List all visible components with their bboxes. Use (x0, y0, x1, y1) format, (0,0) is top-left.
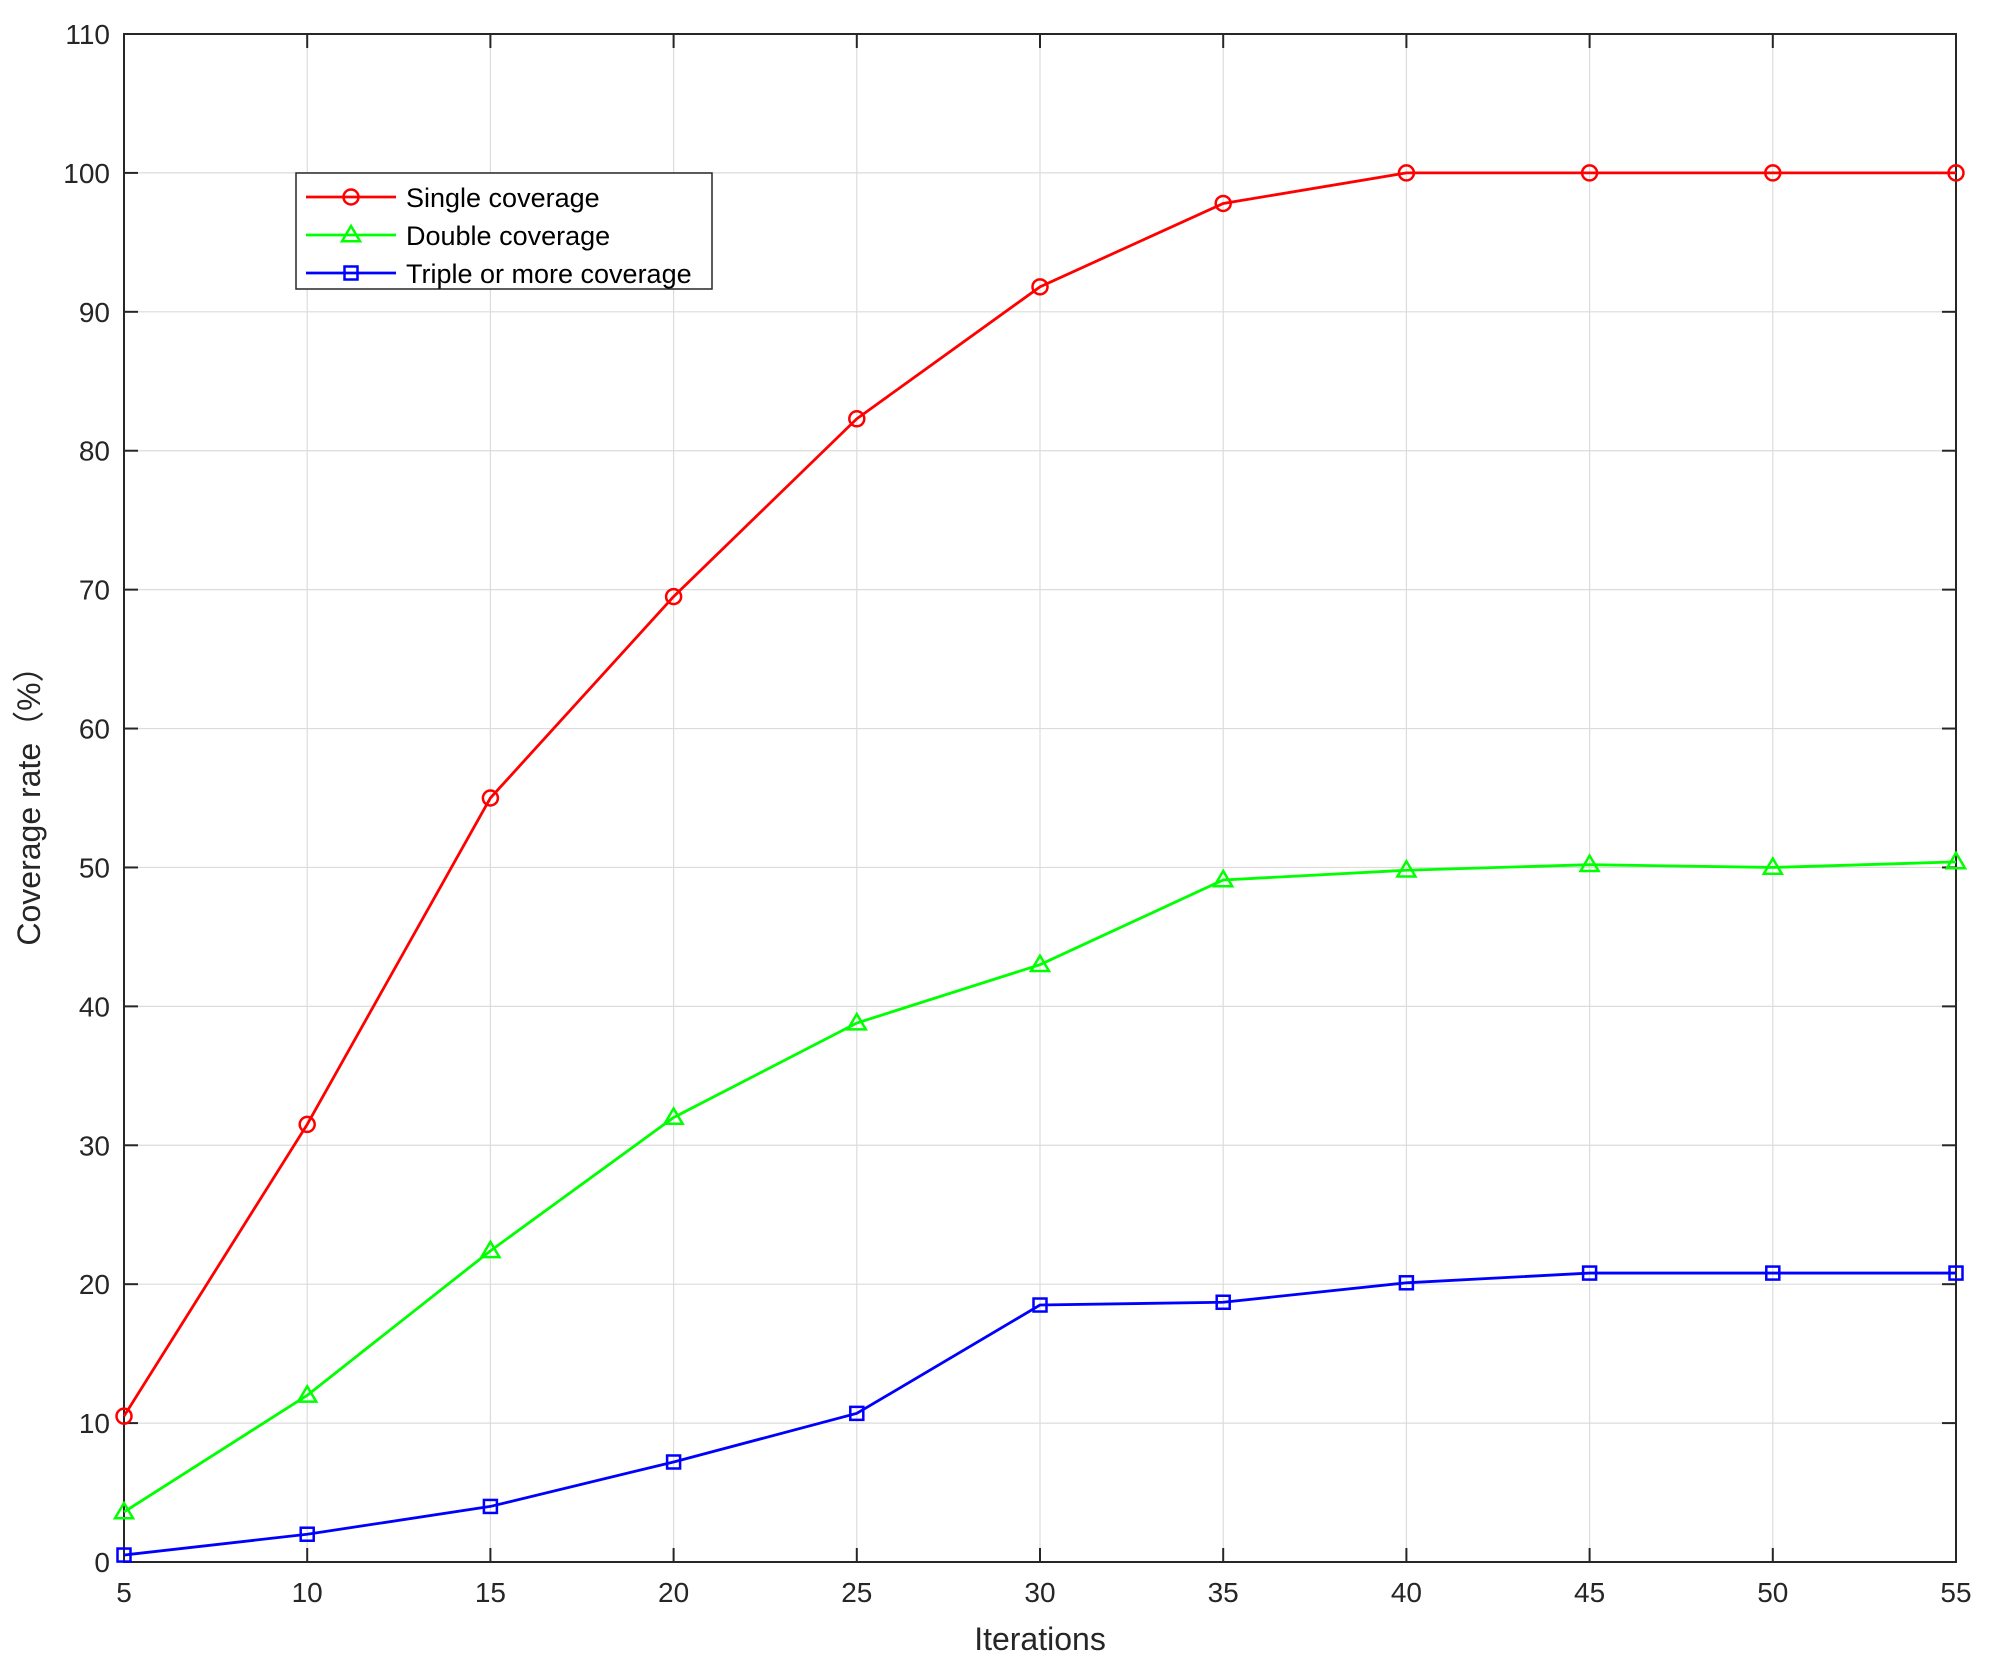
series-line (122, 171, 1956, 1417)
data-point (481, 789, 500, 807)
y-tick-label: 80 (79, 436, 110, 467)
data-point (479, 1239, 502, 1259)
x-axis-label: Iterations (974, 1621, 1106, 1657)
data-point (482, 1498, 499, 1515)
series-2 (116, 1265, 1964, 1563)
legend: Single coverage Double coverage Triple or … (295, 172, 713, 290)
y-tick-label: 20 (79, 1269, 110, 1300)
data-point (664, 587, 683, 606)
x-tick-label: 45 (1574, 1577, 1605, 1608)
legend-item: Single coverage (306, 183, 600, 213)
y-tick-label: 70 (79, 575, 110, 606)
data-point (1944, 850, 1968, 870)
data-point (1581, 1265, 1598, 1281)
y-tick-label: 90 (79, 297, 110, 328)
y-axis: 0 10 20 30 40 50 60 70 80 90 100 110 (63, 19, 1956, 1578)
data-point (849, 1405, 865, 1422)
data-point (299, 1526, 315, 1542)
data-point (845, 1011, 868, 1031)
legend-item: Triple or more coverage (306, 259, 692, 289)
legend-marker (343, 265, 359, 281)
data-point (116, 1547, 132, 1563)
y-axis-label: Coverage rate（%） (11, 650, 47, 945)
data-point (1580, 164, 1599, 182)
x-tick-label: 35 (1208, 1577, 1239, 1608)
data-point (1031, 278, 1049, 296)
data-point (1761, 855, 1784, 876)
data-point (112, 1500, 136, 1520)
data-point (1395, 858, 1418, 878)
x-tick-label: 30 (1024, 1577, 1055, 1608)
y-tick-label: 110 (65, 19, 110, 50)
y-tick-label: 60 (79, 714, 110, 745)
data-point (115, 1407, 133, 1425)
legend-label: Double coverage (406, 221, 610, 251)
data-point (1215, 1294, 1231, 1310)
legend-label: Single coverage (406, 183, 600, 213)
data-point (1764, 164, 1782, 182)
y-tick-label: 0 (94, 1547, 110, 1578)
legend-label: Triple or more coverage (406, 259, 692, 289)
data-point (1765, 1265, 1781, 1281)
data-point (1398, 1275, 1415, 1291)
x-axis: 5 10 15 20 25 30 35 40 45 50 55 (116, 34, 1972, 1608)
data-point (1578, 853, 1601, 873)
data-point (848, 410, 866, 428)
data-point (1947, 164, 1965, 182)
data-point (1214, 194, 1232, 213)
series-0 (115, 164, 1965, 1425)
data-point (1397, 164, 1416, 182)
x-tick-label: 5 (116, 1577, 132, 1608)
legend-marker (339, 223, 363, 243)
series-line (123, 860, 1957, 1514)
data-point (1032, 1297, 1048, 1313)
series-line (123, 1271, 1956, 1557)
data-point (1948, 1265, 1964, 1281)
series-1 (112, 850, 1968, 1520)
y-tick-label: 100 (63, 158, 110, 189)
data-point (665, 1454, 682, 1470)
x-tick-label: 40 (1391, 1577, 1422, 1608)
x-tick-label: 20 (658, 1577, 689, 1608)
y-tick-label: 30 (79, 1130, 110, 1161)
series-layer (112, 164, 1968, 1563)
data-point (1212, 868, 1235, 888)
x-tick-label: 55 (1940, 1577, 1971, 1608)
y-tick-label: 40 (79, 991, 110, 1022)
y-tick-label: 10 (79, 1408, 110, 1439)
data-point (662, 1106, 685, 1126)
x-tick-label: 10 (292, 1577, 323, 1608)
legend-item: Double coverage (306, 221, 610, 251)
legend-box (295, 172, 713, 290)
data-point (298, 1115, 316, 1134)
data-point (296, 1383, 319, 1403)
legend-marker (342, 188, 360, 206)
data-point (1028, 953, 1052, 973)
y-tick-label: 50 (79, 852, 110, 883)
x-tick-label: 25 (841, 1577, 872, 1608)
x-tick-label: 15 (475, 1577, 506, 1608)
x-tick-label: 50 (1757, 1577, 1788, 1608)
